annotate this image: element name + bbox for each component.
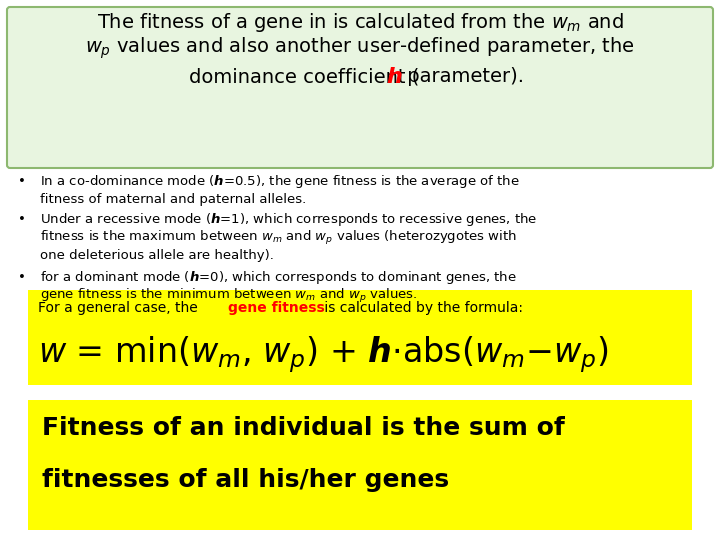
Text: gene fitness: gene fitness [228,301,325,315]
Text: fitnesses of all his/her genes: fitnesses of all his/her genes [42,468,449,492]
Text: •: • [18,213,26,226]
Text: fitness is the maximum between $w_m$ and $w_p$ values (heterozygotes with: fitness is the maximum between $w_m$ and… [40,229,517,247]
Text: is calculated by the formula:: is calculated by the formula: [320,301,523,315]
Text: •: • [18,176,26,188]
Text: dominance coefficient (: dominance coefficient ( [189,68,419,86]
Text: In a co-dominance mode ($\bfit{h}$=0.5), the gene fitness is the average of the: In a co-dominance mode ($\bfit{h}$=0.5),… [40,173,520,191]
Text: Fitness of an individual is the sum of: Fitness of an individual is the sum of [42,416,564,440]
Text: For a general case, the: For a general case, the [38,301,202,315]
Text: for a dominant mode ($\bfit{h}$=0), which corresponds to dominant genes, the: for a dominant mode ($\bfit{h}$=0), whic… [40,269,517,287]
Text: parameter).: parameter). [401,68,524,86]
Bar [28,290,692,385]
Text: Under a recessive mode ($\bfit{h}$=1), which corresponds to recessive genes, the: Under a recessive mode ($\bfit{h}$=1), w… [40,212,537,228]
Text: $w_p$ values and also another user-defined parameter, the: $w_p$ values and also another user-defin… [85,35,635,60]
Text: $\it{w}$ = min($\it{w}_m$, $\it{w}_p$) + $\bfit{h}$$\cdot$abs($\it{w}_m$$-$$\it{: $\it{w}$ = min($\it{w}_m$, $\it{w}_p$) +… [38,335,608,375]
Text: gene fitness is the minimum between $w_m$ and $w_p$ values.: gene fitness is the minimum between $w_m… [40,287,418,305]
Text: •: • [18,272,26,285]
Bar [28,400,692,530]
FancyBboxPatch shape [7,7,713,168]
Text: fitness of maternal and paternal alleles.: fitness of maternal and paternal alleles… [40,193,306,206]
Text: The fitness of a gene in is calculated from the $w_m$ and: The fitness of a gene in is calculated f… [96,10,624,33]
Text: $\bfit{h}$: $\bfit{h}$ [386,67,402,87]
Text: one deleterious allele are healthy).: one deleterious allele are healthy). [40,249,274,262]
